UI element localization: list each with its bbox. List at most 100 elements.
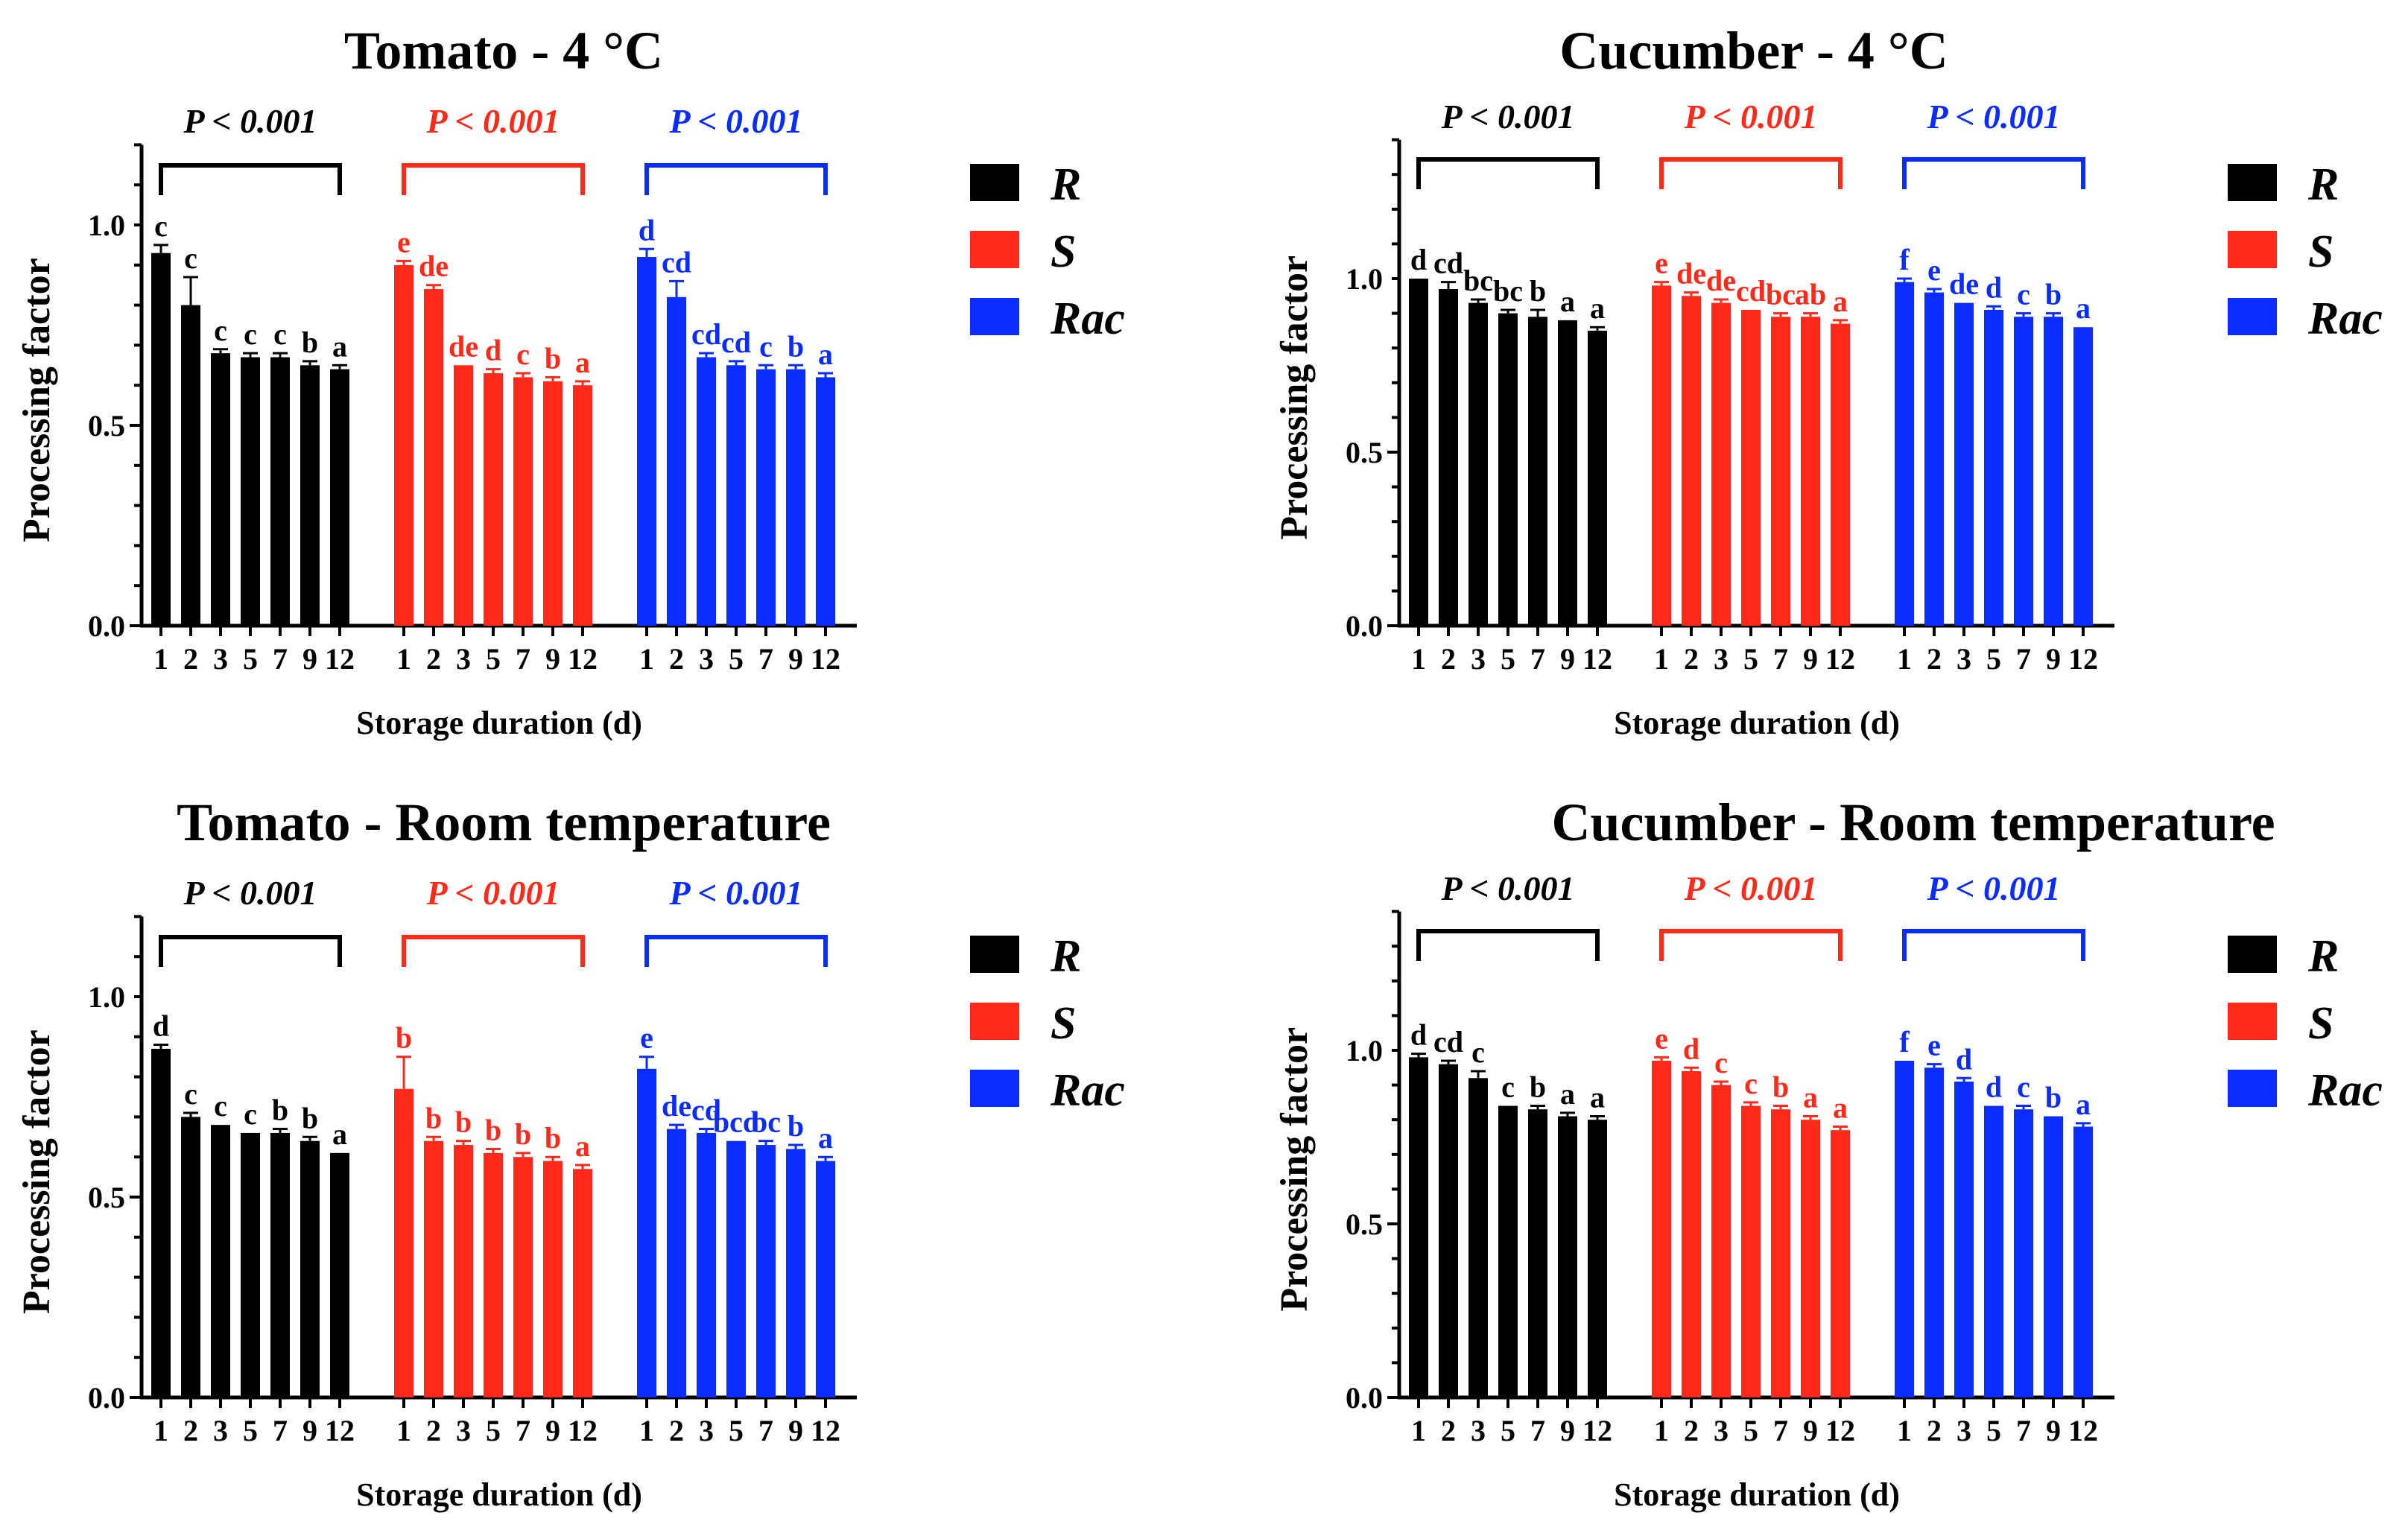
x-tick-label: 2 <box>1441 642 1456 676</box>
significance-letter: c <box>184 241 197 275</box>
x-tick-label: 1 <box>1897 642 1912 676</box>
x-tick-label: 2 <box>1684 642 1699 676</box>
significance-letter: de <box>419 250 449 283</box>
legend-label-S: S <box>2308 226 2333 277</box>
significance-letter: c <box>1714 1046 1728 1079</box>
p-value-label-R: P < 0.001 <box>1440 869 1574 907</box>
legend-label-Rac: Rac <box>1050 293 1125 344</box>
bar-Rac-day-1 <box>637 1068 656 1397</box>
x-tick-label: 1 <box>1897 1414 1912 1447</box>
bar-R-day-2 <box>1439 1064 1458 1397</box>
bar-R-day-9 <box>1558 1116 1577 1397</box>
bar-Rac-day-12 <box>2073 1126 2093 1397</box>
p-value-label-S: P < 0.001 <box>1683 869 1817 907</box>
x-tick-label: 7 <box>1530 1414 1545 1447</box>
chart-panel-3: Tomato - Room temperature 0.0 0.5 1.0 Proces… <box>16 793 1125 1513</box>
bar-R-day-2 <box>1439 288 1458 626</box>
bar-S-day-7 <box>513 377 533 626</box>
x-tick-label: 3 <box>699 642 714 676</box>
legend-swatch-Rac <box>970 1070 1019 1107</box>
x-tick-label: 1 <box>1654 642 1669 676</box>
x-tick-label: 3 <box>456 642 471 676</box>
significance-letter: d <box>639 213 655 247</box>
bar-Rac-day-7 <box>756 369 776 626</box>
bar-S-day-5 <box>484 373 503 626</box>
significance-bracket-Rac <box>1902 929 2085 961</box>
x-tick-label: 12 <box>811 1414 840 1447</box>
significance-letter: d <box>153 1009 169 1043</box>
x-tick-label: 5 <box>1986 1414 2001 1447</box>
x-tick-label: 2 <box>183 1414 198 1447</box>
y-axis-label: Processing factor <box>1273 256 1316 540</box>
significance-letter: d <box>1410 243 1427 276</box>
legend-label-Rac: Rac <box>2307 1065 2383 1116</box>
p-value-label-Rac: P < 0.001 <box>1926 98 2060 136</box>
bar-Rac-day-9 <box>786 369 805 626</box>
bar-S-day-5 <box>1741 309 1761 626</box>
bar-Rac-day-1 <box>1895 1060 1914 1397</box>
x-tick-label: 2 <box>426 1414 441 1447</box>
significance-letter: a <box>575 346 590 379</box>
bar-S-day-5 <box>1741 1105 1761 1397</box>
significance-letter: de <box>662 1089 691 1123</box>
x-tick-label: 9 <box>302 642 317 676</box>
legend-swatch-Rac <box>2228 1070 2277 1107</box>
x-tick-label: 9 <box>1560 642 1575 676</box>
y-tick-label: 1.0 <box>1346 1034 1383 1067</box>
x-tick-label: 2 <box>1927 1414 1942 1447</box>
significance-letter: b <box>1772 1070 1789 1104</box>
significance-letter: b <box>1530 1070 1546 1104</box>
x-tick-label: 1 <box>153 1414 168 1447</box>
y-tick-label: 0.5 <box>88 409 125 442</box>
legend-label-R: R <box>1050 931 1081 982</box>
bar-S-day-2 <box>1682 1070 1701 1397</box>
bar-S-day-3 <box>454 1145 473 1397</box>
x-tick-label: 7 <box>1530 642 1545 676</box>
x-tick-label: 2 <box>669 1414 684 1447</box>
significance-letter: c <box>273 317 287 351</box>
x-tick-label: 1 <box>153 642 168 676</box>
bar-S-day-1 <box>394 1088 414 1397</box>
bar-Rac-day-3 <box>697 357 716 626</box>
significance-letter: bcd <box>713 1105 759 1139</box>
bar-R-day-5 <box>241 1132 260 1397</box>
x-tick-label: 3 <box>1471 642 1486 676</box>
significance-letter: c <box>214 1089 227 1123</box>
x-tick-label: 5 <box>1743 1414 1758 1447</box>
bar-S-day-12 <box>1831 323 1850 626</box>
significance-letter: cd <box>1433 1025 1463 1059</box>
significance-letter: b <box>788 1109 804 1143</box>
significance-letter: ab <box>1795 278 1826 311</box>
bar-Rac-day-1 <box>637 257 656 626</box>
x-tick-label: 7 <box>273 642 288 676</box>
p-value-label-Rac: P < 0.001 <box>668 874 802 912</box>
p-value-label-S: P < 0.001 <box>425 102 560 140</box>
significance-letter: c <box>1501 1070 1515 1104</box>
x-tick-label: 7 <box>2016 642 2031 676</box>
p-value-label-R: P < 0.001 <box>1440 98 1574 136</box>
bar-Rac-day-9 <box>2044 317 2063 626</box>
x-tick-label: 9 <box>788 1414 803 1447</box>
x-tick-label: 12 <box>2068 642 2098 676</box>
legend-label-R: R <box>2307 931 2339 982</box>
significance-letter: e <box>1927 253 1941 287</box>
bar-R-day-3 <box>1468 302 1488 626</box>
bar-R-day-5 <box>241 357 260 626</box>
significance-letter: c <box>1744 1067 1758 1100</box>
x-tick-label: 1 <box>639 642 654 676</box>
significance-letter: a <box>2076 291 2091 325</box>
legend-swatch-S <box>970 231 1019 268</box>
bar-R-day-1 <box>1409 279 1428 626</box>
y-tick-label: 0.0 <box>1346 1381 1383 1415</box>
significance-letter: b <box>302 326 318 359</box>
significance-letter: bc <box>1463 264 1493 297</box>
bar-Rac-day-5 <box>1984 1105 2003 1397</box>
chart-panel-1: Tomato - 4 °C 0.0 0.5 1.0 Processing factor S… <box>16 21 1125 741</box>
bar-S-day-1 <box>394 264 414 626</box>
significance-letter: c <box>154 209 168 243</box>
chart-title: Cucumber - Room temperature <box>1551 793 2275 852</box>
bar-S-day-9 <box>1801 317 1820 626</box>
significance-letter: a <box>1833 285 1848 318</box>
bar-R-day-3 <box>211 353 230 626</box>
significance-letter: b <box>545 341 561 375</box>
